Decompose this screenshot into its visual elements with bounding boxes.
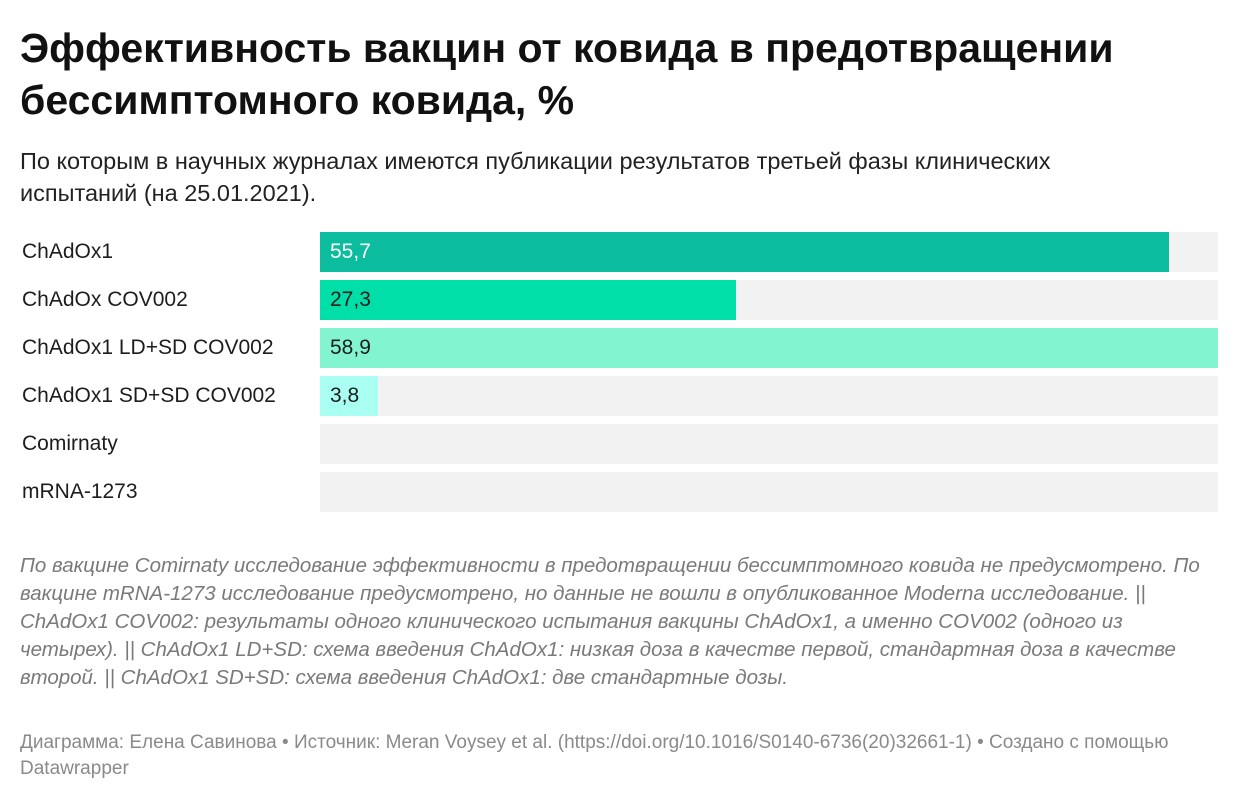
chart-notes: По вакцине Comirnaty исследование эффект… [20, 554, 1200, 689]
bar-track: 27,3 [320, 280, 1218, 320]
bar-row: ChAdOx1 55,7 [20, 232, 1220, 272]
bar-track: 58,9 [320, 328, 1218, 368]
category-label: Comirnaty [22, 432, 118, 455]
bar [320, 232, 1169, 272]
bar-track [320, 424, 1218, 464]
bar-value-label: 58,9 [330, 336, 371, 359]
bar-track: 3,8 [320, 376, 1218, 416]
bar-row: ChAdOx1 LD+SD COV002 58,9 [20, 328, 1220, 368]
bar-value-label: 27,3 [330, 288, 371, 311]
bar [320, 376, 378, 416]
bar [320, 328, 1218, 368]
bar [320, 280, 736, 320]
category-label: ChAdOx1 SD+SD COV002 [22, 384, 276, 407]
bar-row: ChAdOx COV002 27,3 [20, 280, 1220, 320]
chart-title: Эффективность вакцин от ковида в предотв… [20, 25, 1114, 123]
bar-row: Comirnaty [20, 424, 1220, 464]
category-label: ChAdOx COV002 [22, 288, 188, 311]
category-label: ChAdOx1 [22, 240, 114, 263]
bar-value-label: 55,7 [330, 240, 371, 263]
chart-footer: Диаграмма: Елена Савинова • Источник: Me… [20, 732, 1169, 779]
category-label: mRNA-1273 [22, 480, 138, 503]
category-label: ChAdOx1 LD+SD COV002 [22, 336, 274, 359]
bar-value-label: 3,8 [330, 384, 360, 407]
bar-row: mRNA-1273 [20, 472, 1220, 512]
bar-track [320, 472, 1218, 512]
bar-row: ChAdOx1 SD+SD COV002 3,8 [20, 376, 1220, 416]
bar-track: 55,7 [320, 232, 1218, 272]
chart-subtitle: По которым в научных журналах имеются пу… [20, 148, 1051, 206]
